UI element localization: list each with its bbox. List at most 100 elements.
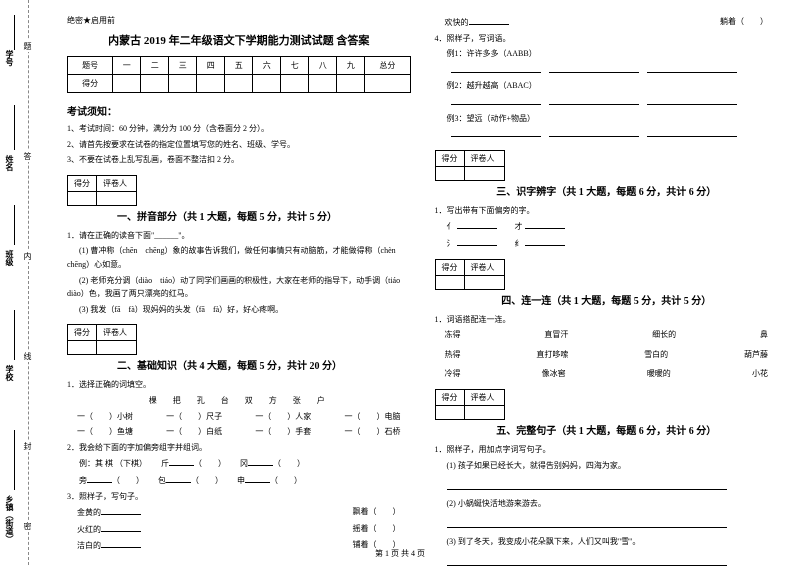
match-item: 葫芦藤 (744, 348, 768, 362)
word: 摇着（ ） (353, 522, 401, 537)
grade-box: 得分评卷人 (67, 324, 137, 355)
cell: 四 (197, 57, 225, 75)
table-row: 得分 (68, 75, 411, 93)
fill-item: 一（ ）白纸 (166, 425, 222, 439)
paper-title: 内蒙古 2019 年二年级语文下学期能力测试试题 含答案 (67, 32, 411, 48)
field-line (14, 15, 15, 50)
word: 飘着（ ） (353, 505, 401, 520)
cell: 七 (281, 57, 309, 75)
cell: 九 (337, 57, 365, 75)
question-line: (3) 我发（fā fà）现妈妈的头发（fā fà）好，好心疼啊。 (67, 303, 411, 317)
example-line: 例1：许许多多（AABB） (435, 47, 779, 61)
section-title: 二、基础知识（共 4 大题，每题 5 分，共计 20 分） (117, 357, 411, 372)
question-line: (2) 小蜗蜒快活地游来游去。 (435, 497, 779, 511)
cell: 评卷人 (464, 389, 504, 405)
fill-row: 欢快的 躺着（ ） (435, 15, 779, 30)
match-row: 热得 直打哆嗦 雪白的 葫芦藤 (435, 348, 779, 362)
secret-label: 绝密★启用前 (67, 15, 411, 26)
match-item: 鼻 (760, 328, 768, 342)
section-title: 五、完整句子（共 1 大题，每题 6 分，共计 6 分） (435, 422, 779, 437)
cell: 题号 (68, 57, 113, 75)
fill-row: 旁（ ） 包（ ） 申（ ） (67, 473, 411, 488)
word-bank: 棵 把 孔 台 双 方 张 户 (67, 394, 411, 408)
fill-item: 一（ ）尺子 (166, 410, 222, 424)
grade-box: 得分评卷人 (67, 175, 137, 206)
field-line (14, 105, 15, 150)
page: 绝密★启用前 内蒙古 2019 年二年级语文下学期能力测试试题 含答案 题号 一… (55, 15, 790, 545)
question-stem: 1．请在正确的读音下面"______"。 (67, 229, 411, 243)
example-line: 例2：越升越高（ABAC） (435, 79, 779, 93)
cell: 评卷人 (97, 175, 137, 191)
cell: 六 (253, 57, 281, 75)
blank-row (435, 95, 779, 110)
example-text: 例：其 棋 （下棋） (79, 459, 143, 468)
fill-item: 一（ ）小树 (77, 410, 133, 424)
fill-row: 一（ ）鱼塘 一（ ）白纸 一（ ）手套 一（ ）石桥 (67, 425, 411, 439)
grade-box: 得分评卷人 (435, 150, 505, 181)
match-item: 雪白的 (644, 348, 668, 362)
radical: 氵 (447, 239, 455, 248)
cell: 得分 (68, 75, 113, 93)
cell: 得分 (68, 175, 97, 191)
field-label: 姓名 (4, 155, 15, 171)
cell: 评卷人 (464, 150, 504, 166)
word: 金黄的 (77, 508, 101, 517)
match-row: 冷得 像冰窖 暖暖的 小花 (435, 367, 779, 381)
radical: 才 (515, 222, 523, 231)
field-label: 班级 (4, 250, 15, 266)
match-item: 冷得 (445, 367, 461, 381)
match-item: 直打哆嗦 (536, 348, 568, 362)
example-line: 例3：望远（动作+物品） (435, 112, 779, 126)
fill-row: 金黄的 飘着（ ） (67, 505, 411, 520)
page-footer: 第 1 页 共 4 页 (0, 548, 800, 559)
match-item: 冻得 (445, 328, 461, 342)
char: 申 (237, 476, 245, 485)
cell: 五 (225, 57, 253, 75)
fill-item: 一（ ）手套 (255, 425, 311, 439)
blank-row (435, 63, 779, 78)
notice-item: 2、请首先按要求在试卷的指定位置填写您的姓名、班级、学号。 (67, 138, 411, 152)
question-stem: 4．照样子，写词语。 (435, 32, 779, 46)
question-stem: 1．写出带有下面偏旁的字。 (435, 204, 779, 218)
match-item: 小花 (752, 367, 768, 381)
cell: 总分 (365, 57, 410, 75)
question-stem: 1．词语搭配连一连。 (435, 313, 779, 327)
field-line (14, 205, 15, 245)
left-column: 绝密★启用前 内蒙古 2019 年二年级语文下学期能力测试试题 含答案 题号 一… (55, 15, 423, 545)
section-title: 三、识字辨字（共 1 大题，每题 6 分，共计 6 分） (435, 183, 779, 198)
fill-item: 一（ ）石桥 (344, 425, 400, 439)
dash-label: 题 (22, 40, 33, 52)
cell: 二 (141, 57, 169, 75)
dash-label: 答 (22, 150, 33, 162)
radical: 亻 (447, 222, 455, 231)
notice-item: 1、考试时间：60 分钟，满分为 100 分（含卷面分 2 分）。 (67, 122, 411, 136)
question-stem: 1．选择正确的词填空。 (67, 378, 411, 392)
fill-item: 一（ ）电脑 (344, 410, 400, 424)
question-stem: 3．照样子，写句子。 (67, 490, 411, 504)
cell: 评卷人 (464, 259, 504, 275)
dash-label: 内 (22, 250, 33, 262)
cell: 得分 (435, 259, 464, 275)
score-table: 题号 一 二 三 四 五 六 七 八 九 总分 得分 (67, 56, 411, 93)
cell: 三 (169, 57, 197, 75)
match-item: 暖暖的 (647, 367, 671, 381)
question-line: (2) 老师充分调（diào tiáo）动了同学们画画的积极性，大家在老师的指导… (67, 274, 411, 301)
example-row: 例：其 棋 （下棋） 斤（ ） 冈（ ） (67, 456, 411, 471)
field-line (14, 430, 15, 490)
char: 斤 (161, 459, 169, 468)
cell: 八 (309, 57, 337, 75)
notice-item: 3、不要在试卷上乱写乱画，卷面不整洁扣 2 分。 (67, 153, 411, 167)
blank-row (435, 127, 779, 142)
fill-item: 一（ ）鱼塘 (77, 425, 133, 439)
match-item: 细长的 (652, 328, 676, 342)
fill-row: 亻 才 (435, 219, 779, 234)
match-item: 像冰窖 (542, 367, 566, 381)
char: 冈 (240, 459, 248, 468)
match-row: 冻得 直冒汗 细长的 鼻 (435, 328, 779, 342)
radical: 纟 (515, 239, 523, 248)
fill-row: 火红的 摇着（ ） (67, 522, 411, 537)
dash-label: 线 (22, 350, 33, 362)
cell: 一 (113, 57, 141, 75)
cell: 得分 (435, 150, 464, 166)
question-stem: 1．照样子，用加点字词写句子。 (435, 443, 779, 457)
